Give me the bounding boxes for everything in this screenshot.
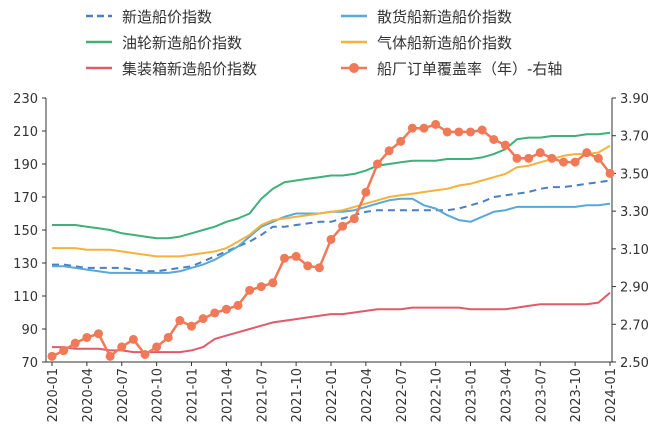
series-point-5 [593,153,603,163]
series-point-5 [198,314,208,324]
left-tick-label: 70 [21,356,38,371]
series-point-5 [82,332,92,342]
x-tick-label: 2023-10 [569,368,584,422]
series-point-5 [605,168,615,178]
series-point-5 [105,351,115,361]
series-point-5 [163,332,173,342]
series-point-5 [94,329,103,339]
left-tick-label: 190 [13,158,38,173]
series-point-5 [233,300,243,310]
series-point-5 [314,263,324,273]
left-tick-label: 210 [13,125,38,140]
x-tick-label: 2023-07 [534,368,549,422]
series-point-5 [140,349,150,359]
x-tick-label: 2021-10 [290,368,305,422]
series-point-5 [361,187,371,197]
x-tick-label: 2020-04 [81,368,96,422]
series-line-0 [52,179,611,273]
x-tick-label: 2020-10 [151,368,166,422]
left-tick-label: 90 [21,323,38,338]
legend-label-3: 气体船新造船价指数 [377,34,512,52]
left-tick-label: 170 [13,191,38,206]
series-point-5 [489,134,499,144]
series-point-5 [535,148,545,158]
x-tick-label: 2023-01 [465,368,480,422]
series-point-5 [454,127,464,137]
series-point-5 [512,153,522,163]
right-tick-label: 3.70 [620,130,649,145]
x-tick-label: 2020-01 [46,368,61,422]
series-point-5 [338,221,348,231]
series-layer [47,119,615,361]
legend-label-1: 散货船新造船价指数 [377,8,512,26]
series-point-5 [70,338,80,348]
series-point-5 [431,119,441,129]
legend-label-4: 集装箱新造船价指数 [122,60,257,78]
right-tick-label: 3.10 [620,243,649,258]
series-point-5 [187,321,196,331]
left-tick-label: 230 [13,92,38,107]
series-point-5 [419,123,429,133]
series-point-5 [582,148,592,158]
series-point-5 [291,251,301,261]
right-tick-label: 3.30 [620,205,649,220]
x-tick-label: 2022-10 [430,368,445,422]
series-point-5 [500,140,510,150]
series-point-5 [407,123,417,133]
x-tick-label: 2024-01 [604,368,619,422]
series-point-5 [373,159,382,169]
series-point-5 [349,214,359,224]
series-point-5 [442,127,452,137]
series-line-3 [52,144,611,258]
series-point-5 [326,234,336,244]
left-tick-label: 110 [13,290,38,305]
x-tick-label: 2022-01 [325,368,340,422]
right-tick-label: 2.50 [620,356,649,371]
right-tick-label: 3.90 [620,92,649,107]
series-point-5 [175,316,185,326]
series-point-5 [384,146,394,156]
series-point-5 [396,136,406,146]
series-point-5 [117,342,127,352]
right-tick-label: 2.70 [620,318,649,333]
series-point-5 [245,285,255,295]
series-point-5 [477,125,487,135]
series-point-5 [547,153,557,163]
legend-label-5: 船厂订单覆盖率（年）-右轴 [377,60,562,78]
x-tick-label: 2023-04 [499,368,514,422]
right-tick-label: 3.50 [620,167,649,182]
left-tick-label: 130 [13,257,38,272]
series-point-5 [524,153,534,163]
x-tick-label: 2021-01 [186,368,201,422]
series-point-5 [152,342,162,352]
right-tick-label: 2.90 [620,281,649,296]
x-tick-label: 2022-04 [360,368,375,422]
series-point-5 [47,351,57,361]
series-point-5 [303,261,313,271]
left-tick-label: 150 [13,224,38,239]
series-point-5 [221,304,231,314]
x-tick-label: 2021-04 [220,368,235,422]
series-point-5 [256,282,266,292]
x-tick-label: 2021-07 [255,368,270,422]
series-point-5 [128,334,138,344]
series-point-5 [559,157,568,167]
x-tick-label: 2022-07 [395,368,410,422]
legend-label-2: 油轮新造船价指数 [122,34,242,52]
axes: 70 90 110 130 150 170 190 210 230 2.50 2.70 2.90 3.1… [13,92,649,422]
legend-marker-5 [349,63,359,73]
series-point-5 [570,157,580,167]
series-point-5 [59,346,69,356]
x-tick-label: 2020-07 [116,368,131,422]
series-point-5 [466,127,475,137]
series-line-2 [52,131,611,240]
series-point-5 [210,308,220,318]
legend-label-0: 新造船价指数 [122,8,212,26]
series-point-5 [280,253,289,263]
series-point-5 [268,278,278,288]
